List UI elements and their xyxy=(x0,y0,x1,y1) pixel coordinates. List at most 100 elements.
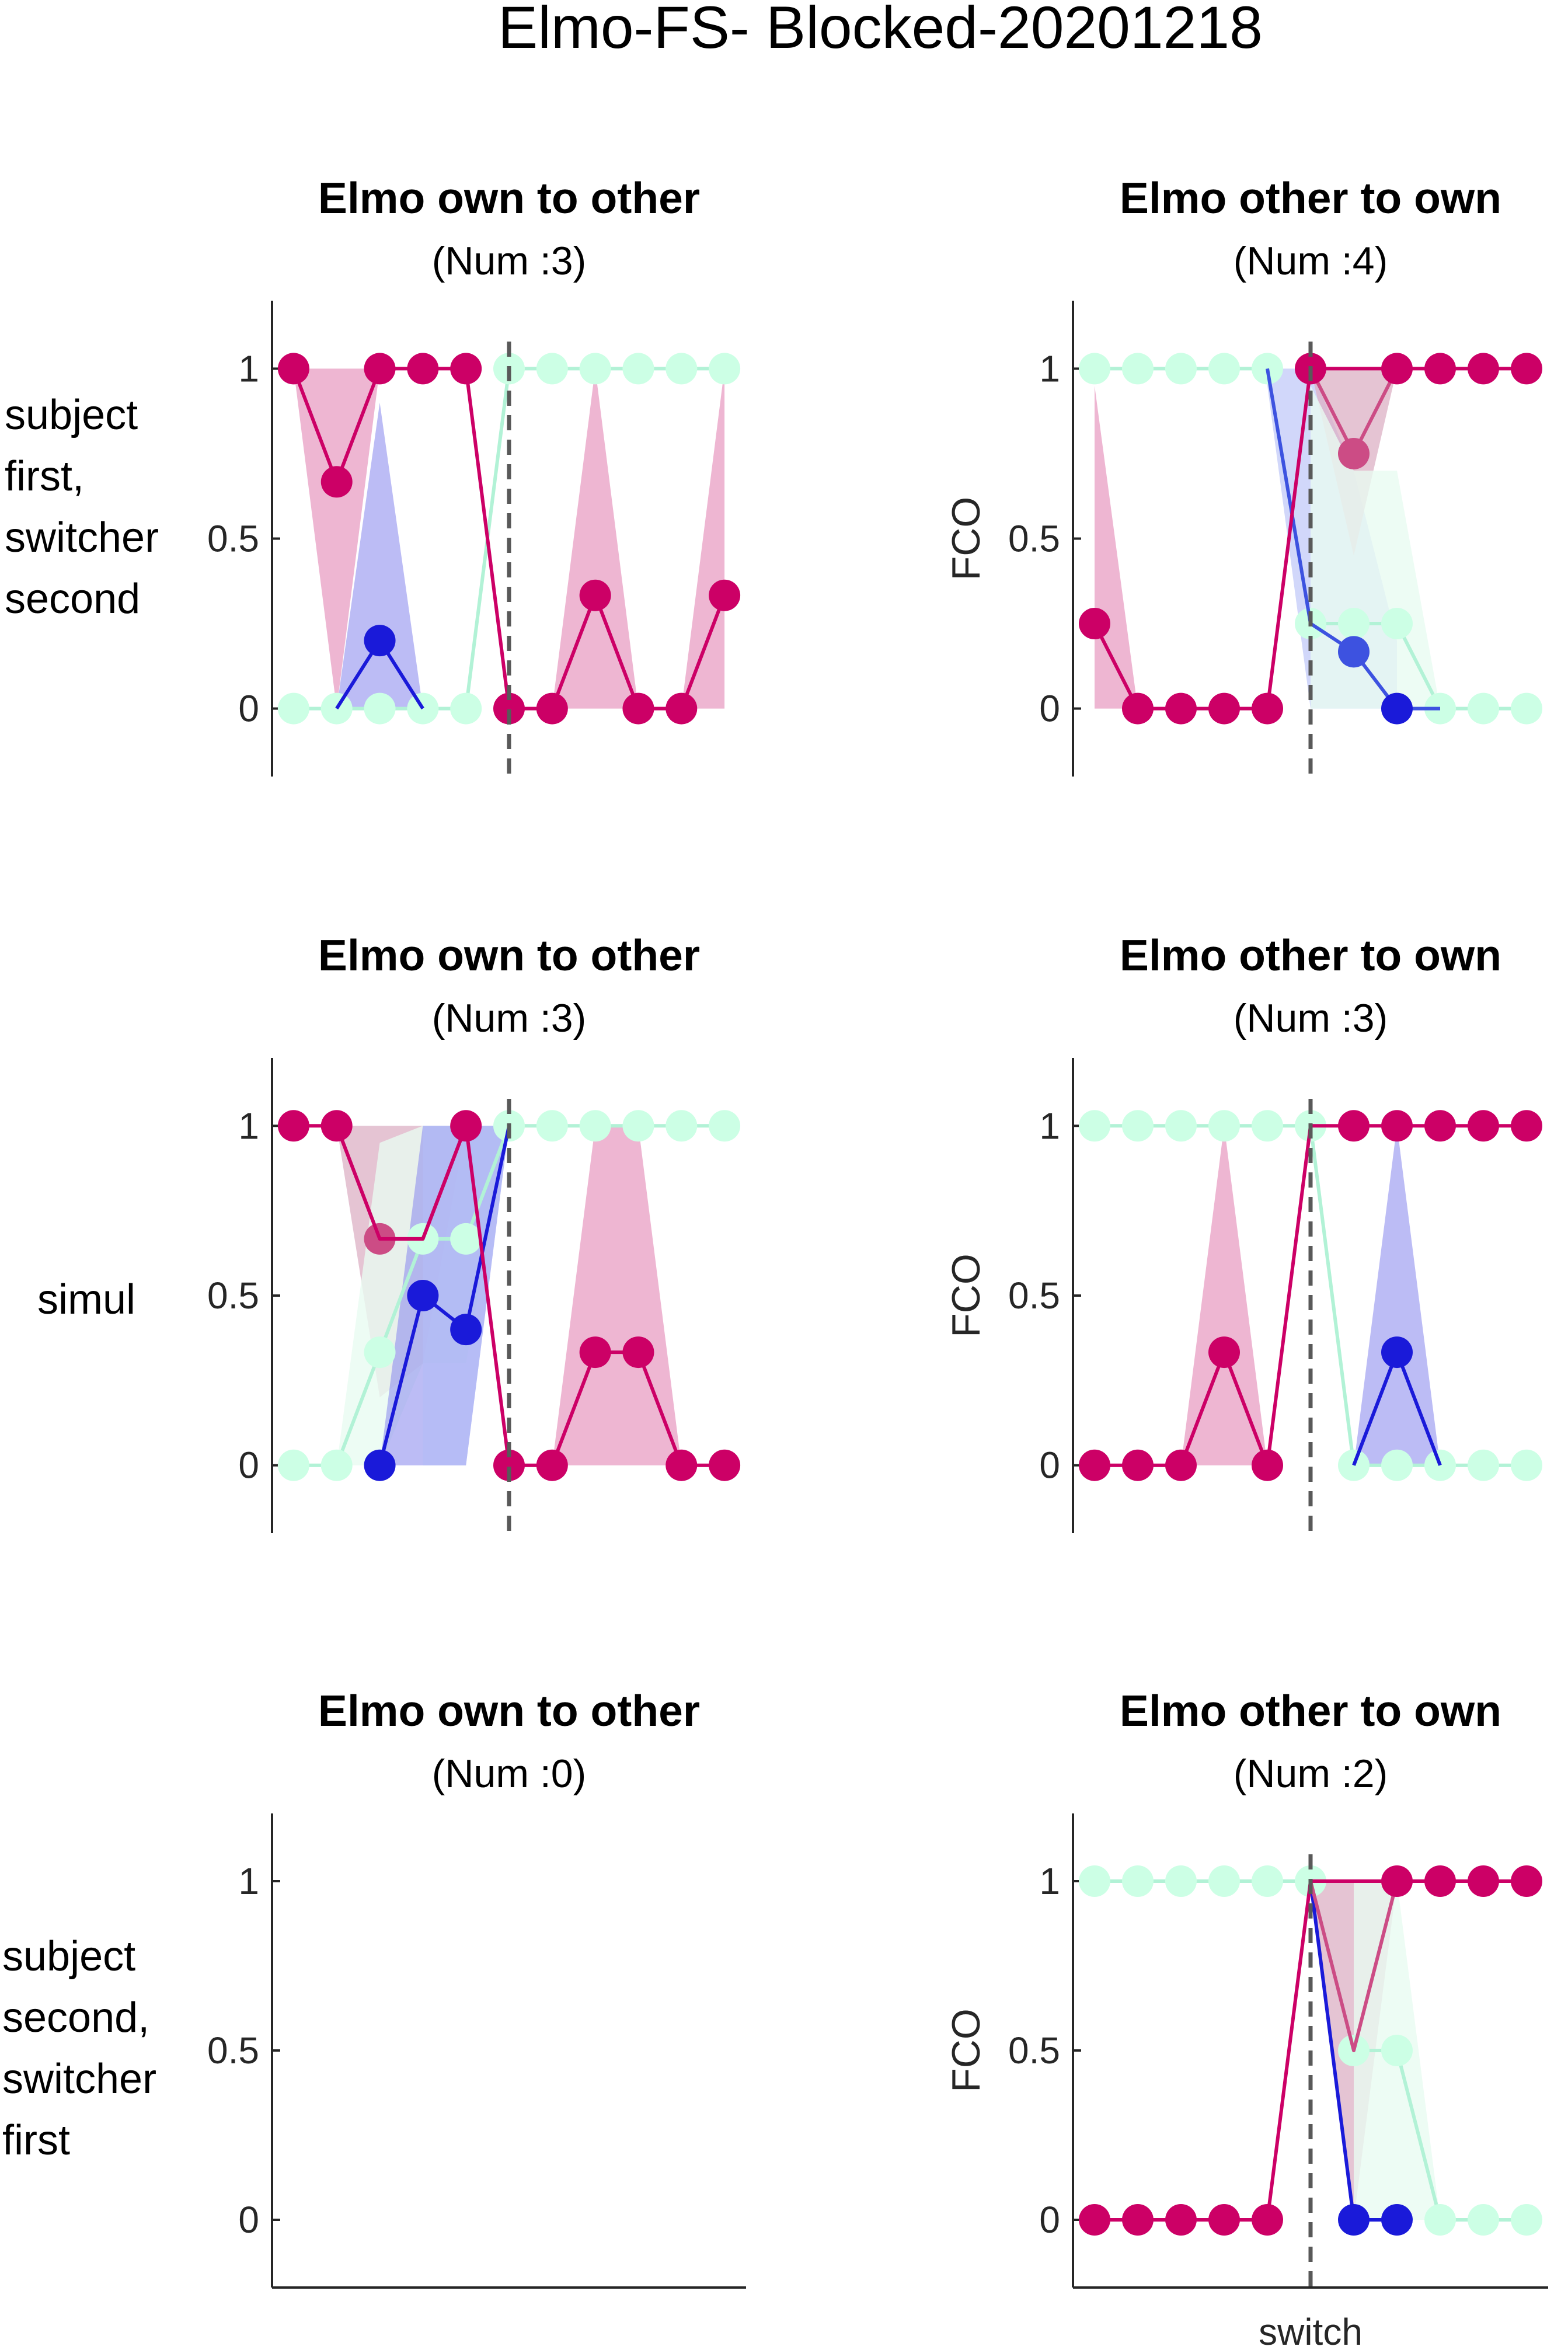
data-point-mint xyxy=(1208,1865,1240,1897)
data-point-mint xyxy=(579,1110,611,1142)
data-point-magenta xyxy=(709,579,741,611)
confidence-band xyxy=(1354,1126,1440,1465)
row-label-3-line-3: switcher xyxy=(2,2056,156,2102)
y-tick-label: 0 xyxy=(1039,1444,1060,1486)
panel-3-subtitle: (Num :3) xyxy=(432,996,586,1040)
row-label-3-line-2: second, xyxy=(2,1994,149,2041)
data-point-magenta xyxy=(1165,1449,1197,1481)
y-tick-label: 0 xyxy=(238,688,259,730)
data-point-mint xyxy=(1424,2204,1456,2236)
data-point-blue xyxy=(407,1280,439,1311)
data-point-blue xyxy=(1381,692,1413,725)
y-tick-label: 0.5 xyxy=(1008,518,1060,560)
data-point-mint xyxy=(364,1336,396,1369)
panel-2-title: Elmo other to own xyxy=(1120,173,1501,222)
data-point-magenta xyxy=(1079,2204,1110,2236)
data-point-mint xyxy=(450,1223,482,1255)
data-point-magenta xyxy=(1424,353,1456,385)
data-point-mint xyxy=(320,1449,353,1481)
data-point-mint xyxy=(1079,1865,1110,1897)
confidence-band xyxy=(552,368,639,709)
data-point-mint xyxy=(1468,692,1499,725)
y-tick-label: 0.5 xyxy=(1008,2029,1060,2072)
data-point-magenta xyxy=(579,1336,611,1369)
y-tick-label: 1 xyxy=(1039,1860,1060,1902)
data-point-mint xyxy=(1208,353,1240,385)
data-point-magenta xyxy=(450,1110,482,1142)
panel-4: Elmo other to own (Num :3) 0 0.5 1 FCO xyxy=(944,931,1542,1533)
data-point-blue xyxy=(1338,2204,1370,2236)
data-point-mint xyxy=(1165,1865,1197,1897)
data-point-magenta xyxy=(277,1110,309,1142)
panel-1: Elmo own to other (Num :3) 0 0.5 1 xyxy=(207,173,741,777)
y-tick-label: 1 xyxy=(238,1860,259,1902)
panels: Elmo own to other (Num :3) 0 0.5 1 Elmo other… xyxy=(207,173,1548,2350)
row-label-3: subject second, switcher first xyxy=(2,1933,156,2164)
data-point-magenta xyxy=(1165,2204,1197,2236)
data-point-blue_mid xyxy=(1338,636,1370,668)
data-point-magenta xyxy=(622,1336,654,1369)
row-label-3-line-4: first xyxy=(2,2117,70,2164)
panel-4-subtitle: (Num :3) xyxy=(1234,996,1388,1040)
confidence-band xyxy=(336,402,423,709)
data-point-mint xyxy=(1468,2204,1499,2236)
data-point-mint xyxy=(1381,608,1413,640)
data-point-mint xyxy=(1468,1449,1499,1481)
data-point-mint xyxy=(1252,1110,1283,1142)
data-point-magenta xyxy=(277,353,309,385)
y-tick-label: 1 xyxy=(238,347,259,389)
y-tick-label: 0.5 xyxy=(207,518,259,560)
data-point-blue xyxy=(364,1449,396,1481)
y-axis-label: FCO xyxy=(944,1254,988,1338)
panel-6: Elmo other to own (Num :2) 0 0.5 1 FCO switch xyxy=(944,1686,1548,2350)
data-point-magenta xyxy=(1511,353,1542,385)
panel-5-title: Elmo own to other xyxy=(318,1686,700,1735)
data-point-magenta xyxy=(1338,1110,1370,1142)
data-point-magenta xyxy=(709,1449,741,1481)
confidence-band xyxy=(293,368,380,709)
data-point-mint xyxy=(665,1110,698,1142)
data-point-magenta xyxy=(1122,2204,1154,2236)
data-point-magenta xyxy=(1252,692,1283,725)
data-point-magenta xyxy=(579,579,611,611)
y-tick-label: 0 xyxy=(1039,688,1060,730)
data-point-mint xyxy=(1122,353,1154,385)
row-label-2-line-1: simul xyxy=(37,1276,135,1323)
data-point-blue xyxy=(450,1314,482,1346)
panel-6-subtitle: (Num :2) xyxy=(1234,1752,1388,1796)
figure-title: Elmo-FS- Blocked-20201218 xyxy=(498,0,1263,61)
data-point-magenta xyxy=(320,466,353,498)
series-line-mauve xyxy=(1309,1881,1399,2052)
y-tick-label: 1 xyxy=(1039,347,1060,389)
data-point-magenta xyxy=(493,692,525,725)
panel-1-subtitle: (Num :3) xyxy=(432,239,586,283)
data-point-magenta xyxy=(1252,2204,1283,2236)
data-point-mint xyxy=(579,353,611,385)
data-point-magenta xyxy=(1252,1449,1283,1481)
data-point-mint xyxy=(1338,608,1370,640)
row-label-1: subject first, switcher second xyxy=(5,392,159,622)
data-point-magenta xyxy=(450,353,482,385)
data-point-mint xyxy=(1122,1110,1154,1142)
data-point-magenta xyxy=(1079,608,1110,640)
data-point-mint xyxy=(1381,1449,1413,1481)
panel-2-subtitle: (Num :4) xyxy=(1234,239,1388,283)
data-point-mint xyxy=(622,353,654,385)
series-line-blue xyxy=(378,1125,511,1466)
data-point-magenta xyxy=(493,1449,525,1481)
confidence-band xyxy=(681,368,725,709)
panel-3-title: Elmo own to other xyxy=(318,931,700,980)
data-point-mint xyxy=(536,1110,568,1142)
data-point-magenta xyxy=(1208,1336,1240,1369)
x-axis-label: switch xyxy=(1259,2311,1363,2350)
data-point-magenta xyxy=(536,1449,568,1481)
data-point-blue xyxy=(364,625,396,657)
data-point-mint xyxy=(622,1110,654,1142)
y-tick-label: 0.5 xyxy=(207,2029,259,2072)
data-point-magenta xyxy=(407,353,439,385)
data-point-mint xyxy=(536,353,568,385)
data-point-mint xyxy=(1079,353,1110,385)
data-point-mint xyxy=(1122,1865,1154,1897)
data-point-magenta xyxy=(1511,1110,1542,1142)
